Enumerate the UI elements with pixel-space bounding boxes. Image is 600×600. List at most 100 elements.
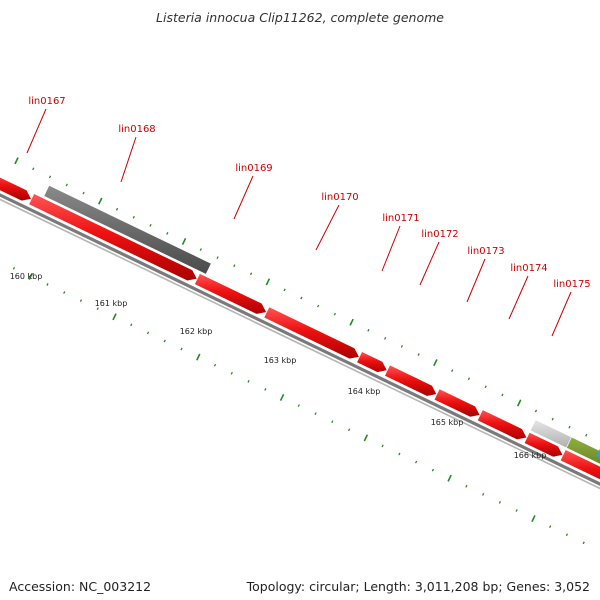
minor-tick bbox=[431, 468, 434, 472]
minor-tick bbox=[585, 433, 588, 437]
major-tick bbox=[28, 272, 33, 280]
tick-marks bbox=[12, 157, 588, 545]
genome-backbone bbox=[0, 193, 600, 490]
gene-features bbox=[0, 176, 600, 480]
major-tick bbox=[363, 434, 369, 442]
minor-tick bbox=[582, 541, 585, 545]
green-feature-bar bbox=[565, 436, 600, 465]
gray-feature-bar bbox=[43, 184, 212, 275]
minor-tick bbox=[249, 272, 253, 276]
minor-tick bbox=[63, 291, 66, 294]
minor-tick bbox=[482, 492, 485, 496]
gene-label: lin0169 bbox=[235, 163, 272, 174]
minor-tick bbox=[515, 509, 518, 512]
gene-leader-line bbox=[315, 204, 340, 251]
gene-leader-line bbox=[551, 291, 572, 337]
gene-arrow-lin0171 bbox=[356, 351, 388, 373]
gene-arrow-lin0170 bbox=[263, 306, 360, 360]
gene-label: lin0174 bbox=[510, 263, 547, 274]
minor-tick bbox=[82, 191, 85, 195]
blue-feature-marker bbox=[596, 448, 600, 458]
kbp-label: 163 kbp bbox=[264, 356, 297, 365]
gene-label: lin0172 bbox=[421, 229, 458, 240]
gene-label: lin0168 bbox=[118, 124, 155, 135]
kbp-label: 165 kbp bbox=[431, 418, 464, 427]
major-tick bbox=[349, 318, 354, 326]
gene-arrow-lin0175 bbox=[523, 431, 564, 458]
gene-label: lin0167 bbox=[28, 96, 65, 107]
minor-tick bbox=[400, 345, 404, 348]
minor-tick bbox=[199, 248, 202, 251]
gene-arrow-lin0174 bbox=[477, 409, 528, 440]
kbp-label: 166 kbp bbox=[514, 451, 547, 460]
major-tick bbox=[14, 157, 19, 165]
gene-leader-line bbox=[419, 241, 440, 286]
topology-label: Topology: circular; Length: 3,011,208 bp… bbox=[246, 579, 590, 594]
minor-tick bbox=[146, 331, 150, 335]
minor-tick bbox=[317, 304, 320, 308]
minor-tick bbox=[398, 452, 401, 456]
gene-arrow-lin0172 bbox=[384, 364, 438, 397]
map-title: Listeria innocua Clip11262, complete gen… bbox=[156, 10, 444, 25]
minor-tick bbox=[216, 256, 219, 259]
gene-label: lin0171 bbox=[382, 213, 419, 224]
gene-leader-line bbox=[120, 136, 137, 183]
major-tick bbox=[112, 313, 117, 321]
minor-tick bbox=[180, 347, 183, 351]
minor-tick bbox=[498, 501, 502, 504]
major-tick bbox=[181, 237, 187, 245]
kbp-labels: 160 kbp 161 kbp 162 kbp 163 kbp 164 kbp 165 k… bbox=[10, 272, 547, 460]
minor-tick bbox=[467, 377, 471, 381]
minor-tick bbox=[115, 207, 119, 211]
minor-tick bbox=[297, 404, 300, 407]
gene-arrow-lin0169 bbox=[194, 273, 267, 315]
minor-tick bbox=[230, 371, 233, 375]
major-tick bbox=[196, 353, 201, 361]
gene-leader-line bbox=[26, 108, 47, 154]
kbp-label: 164 kbp bbox=[348, 387, 381, 396]
minor-tick bbox=[549, 525, 552, 529]
minor-tick bbox=[333, 312, 336, 316]
minor-tick bbox=[551, 417, 554, 421]
gene-labels: lin0167lin0168lin0169lin0170lin0171lin01… bbox=[26, 96, 591, 337]
minor-tick bbox=[166, 232, 169, 235]
minor-tick bbox=[247, 379, 250, 383]
minor-tick bbox=[565, 533, 569, 537]
major-tick bbox=[516, 399, 522, 407]
major-tick bbox=[279, 393, 285, 401]
minor-tick bbox=[381, 444, 384, 448]
gene-label: lin0173 bbox=[467, 246, 504, 257]
minor-tick bbox=[534, 409, 538, 413]
minor-tick bbox=[96, 307, 99, 311]
gene-leader-line bbox=[233, 175, 254, 220]
major-tick bbox=[447, 474, 452, 482]
minor-tick bbox=[12, 266, 16, 270]
gene-label: lin0170 bbox=[321, 192, 358, 203]
gene-arrow-lin0167 bbox=[0, 176, 32, 202]
minor-tick bbox=[331, 420, 334, 424]
gene-leader-line bbox=[381, 225, 401, 272]
minor-tick bbox=[65, 183, 68, 187]
minor-tick bbox=[417, 353, 420, 356]
kbp-label: 162 kbp bbox=[180, 327, 213, 336]
minor-tick bbox=[384, 336, 387, 340]
minor-tick bbox=[367, 328, 370, 332]
minor-tick bbox=[465, 484, 468, 488]
minor-tick bbox=[163, 339, 166, 343]
major-tick bbox=[265, 278, 271, 286]
minor-tick bbox=[233, 264, 236, 268]
minor-tick bbox=[283, 288, 286, 292]
minor-tick bbox=[314, 412, 317, 415]
gene-label: lin0175 bbox=[553, 279, 590, 290]
minor-tick bbox=[130, 323, 133, 327]
kbp-label: 161 kbp bbox=[95, 299, 128, 308]
minor-tick bbox=[415, 460, 418, 464]
accession-label: Accession: NC_003212 bbox=[9, 579, 152, 594]
major-tick bbox=[433, 359, 438, 367]
kbp-label: 160 kbp bbox=[10, 272, 43, 281]
minor-tick bbox=[451, 369, 454, 373]
minor-tick bbox=[501, 393, 504, 397]
major-tick bbox=[531, 515, 536, 523]
minor-tick bbox=[48, 175, 52, 179]
